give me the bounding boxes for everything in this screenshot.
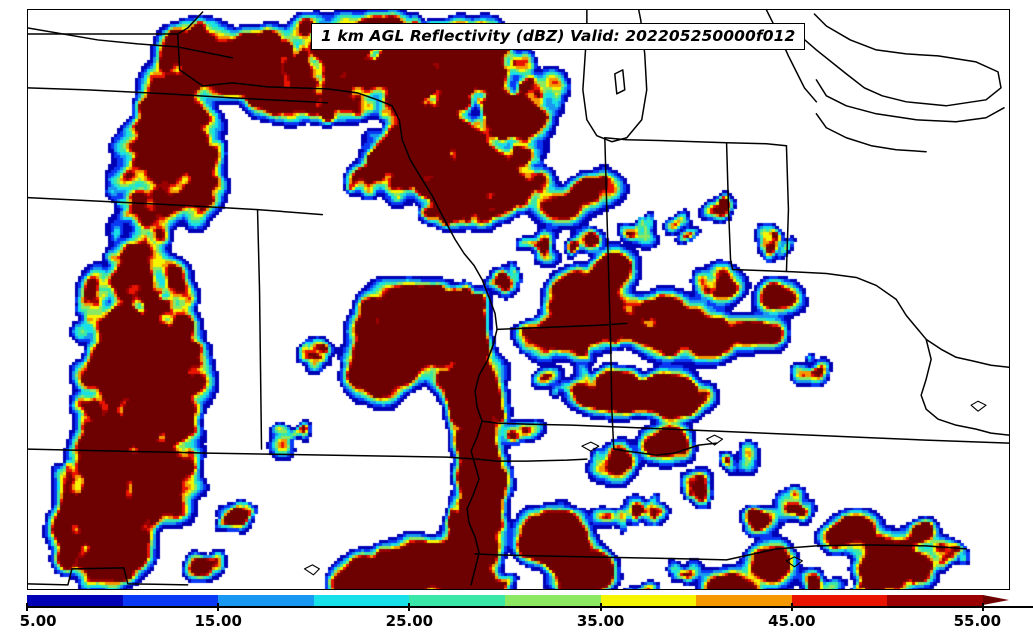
colorbar-tick (217, 603, 220, 611)
colorbar-tick (599, 603, 602, 611)
colorbar-tick-label: 25.00 (385, 612, 434, 630)
colorbar-segment-25-30 (409, 595, 505, 606)
map-panel: 1 km AGL Reflectivity (dBZ) Valid: 20220… (27, 9, 1010, 590)
colorbar-tick-label: 55.00 (953, 612, 1002, 630)
colorbar-tick-label: 15.00 (194, 612, 242, 630)
colorbar-tick-label: 35.00 (576, 612, 625, 630)
figure-title: 1 km AGL Reflectivity (dBZ) Valid: 20220… (311, 23, 806, 50)
colorbar-segment-50-55 (887, 595, 983, 606)
colorbar-segment-40-45 (696, 595, 792, 606)
colorbar-segment-30-35 (504, 595, 601, 606)
map-plot-area (28, 10, 1009, 589)
colorbar-over-arrow (983, 595, 1009, 605)
colorbar-segment-35-40 (600, 595, 697, 606)
colorbar-segment-45-50 (791, 595, 888, 606)
colorbar-segment-10-15 (122, 595, 219, 606)
colorbar-tick (790, 603, 793, 611)
colorbar-segment-20-25 (313, 595, 410, 606)
colorbar-tick-label: 45.00 (768, 612, 816, 630)
colorbar-tick (26, 603, 28, 611)
colorbar-axis-line (27, 606, 1033, 608)
colorbar-segment-5-10 (27, 595, 123, 606)
colorbar-tick-label: 5.00 (19, 612, 57, 630)
colorbar: 5.00 15.00 25.00 35.00 45.00 55.00 (0, 590, 1033, 633)
colorbar-gradient (27, 595, 983, 606)
radar-reflectivity-raster (28, 10, 1009, 589)
colorbar-tick (408, 603, 411, 611)
colorbar-tick (982, 603, 984, 611)
colorbar-segment-15-20 (218, 595, 314, 606)
